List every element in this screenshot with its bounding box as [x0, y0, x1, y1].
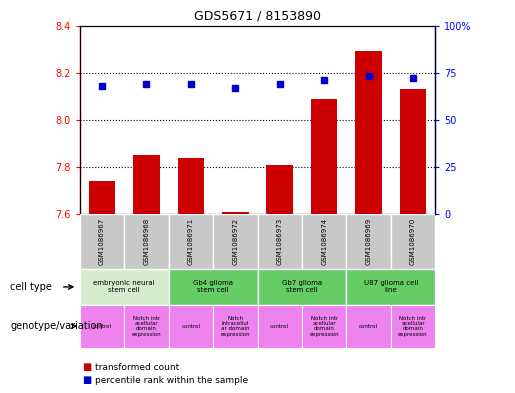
Text: Notch intr
acellular
domain
expression: Notch intr acellular domain expression: [132, 316, 161, 337]
Text: GSM1086970: GSM1086970: [410, 218, 416, 265]
Text: cell type: cell type: [10, 282, 52, 292]
Bar: [355, 51, 382, 214]
Bar: [391, 305, 435, 348]
Text: GSM1086968: GSM1086968: [144, 218, 149, 265]
Text: GSM1086972: GSM1086972: [232, 218, 238, 265]
Text: GSM1086969: GSM1086969: [366, 218, 371, 265]
Bar: [258, 305, 302, 348]
Bar: [346, 305, 391, 348]
Text: control: control: [181, 324, 200, 329]
Bar: [124, 214, 169, 269]
Bar: [213, 214, 258, 269]
Text: Gb4 glioma
stem cell: Gb4 glioma stem cell: [193, 280, 233, 294]
Bar: [222, 212, 249, 214]
Bar: [346, 269, 435, 305]
Text: ■: ■: [82, 375, 92, 386]
Text: control: control: [270, 324, 289, 329]
Bar: [266, 165, 293, 214]
Bar: [124, 305, 169, 348]
Text: GSM1086967: GSM1086967: [99, 218, 105, 265]
Text: GDS5671 / 8153890: GDS5671 / 8153890: [194, 10, 321, 23]
Bar: [391, 214, 435, 269]
Text: Notch intr
acellular
domain
expression: Notch intr acellular domain expression: [398, 316, 428, 337]
Bar: [169, 269, 258, 305]
Bar: [80, 269, 169, 305]
Text: percentile rank within the sample: percentile rank within the sample: [95, 376, 248, 385]
Bar: [178, 158, 204, 214]
Bar: [213, 305, 258, 348]
Bar: [302, 305, 346, 348]
Bar: [169, 305, 213, 348]
Text: ■: ■: [82, 362, 92, 373]
Text: U87 glioma cell
line: U87 glioma cell line: [364, 280, 418, 294]
Bar: [346, 214, 391, 269]
Text: Notch
intracellul
ar domain
expression: Notch intracellul ar domain expression: [220, 316, 250, 337]
Text: transformed count: transformed count: [95, 363, 180, 372]
Text: GSM1086974: GSM1086974: [321, 218, 327, 265]
Bar: [258, 269, 346, 305]
Text: GSM1086973: GSM1086973: [277, 218, 283, 265]
Text: Notch intr
acellular
domain
expression: Notch intr acellular domain expression: [310, 316, 339, 337]
Text: control: control: [359, 324, 378, 329]
Bar: [302, 214, 346, 269]
Text: genotype/variation: genotype/variation: [10, 321, 103, 331]
Text: embryonic neural
stem cell: embryonic neural stem cell: [93, 280, 155, 294]
Text: control: control: [93, 324, 112, 329]
Bar: [258, 214, 302, 269]
Text: GSM1086971: GSM1086971: [188, 218, 194, 265]
Bar: [80, 214, 124, 269]
Text: Gb7 glioma
stem cell: Gb7 glioma stem cell: [282, 280, 322, 294]
Bar: [400, 89, 426, 214]
Bar: [169, 214, 213, 269]
Bar: [80, 305, 124, 348]
Bar: [311, 99, 337, 214]
Bar: [89, 181, 115, 214]
Bar: [133, 155, 160, 214]
